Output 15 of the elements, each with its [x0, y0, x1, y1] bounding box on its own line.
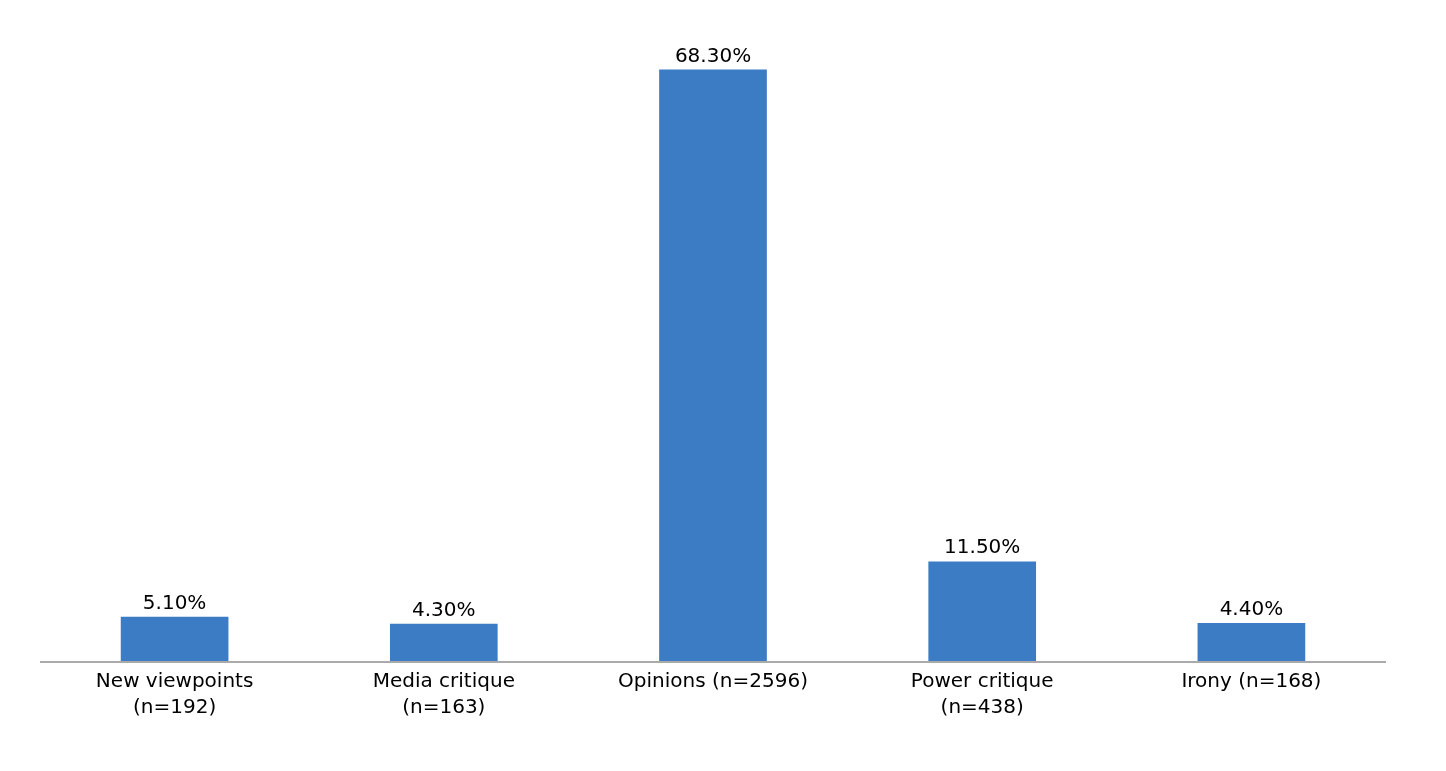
data-label: 5.10%	[142, 589, 207, 614]
bar	[1197, 622, 1306, 661]
data-label: 68.30%	[674, 42, 752, 67]
x-tick-label: New viewpoints (n=192)	[95, 668, 254, 718]
bar	[120, 616, 229, 661]
data-label: 4.30%	[412, 596, 476, 621]
data-label: 11.50%	[944, 534, 1021, 559]
x-tick-label: Irony (n=168)	[1181, 668, 1322, 692]
x-tick-label: Media critique (n=163)	[372, 668, 515, 718]
data-label: 4.40%	[1219, 595, 1284, 620]
bar	[389, 623, 498, 661]
x-tick-label: Opinions (n=2596)	[618, 668, 808, 692]
bar	[659, 69, 767, 661]
bar	[928, 561, 1037, 661]
x-tick-label: Power critique (n=438)	[910, 668, 1054, 718]
